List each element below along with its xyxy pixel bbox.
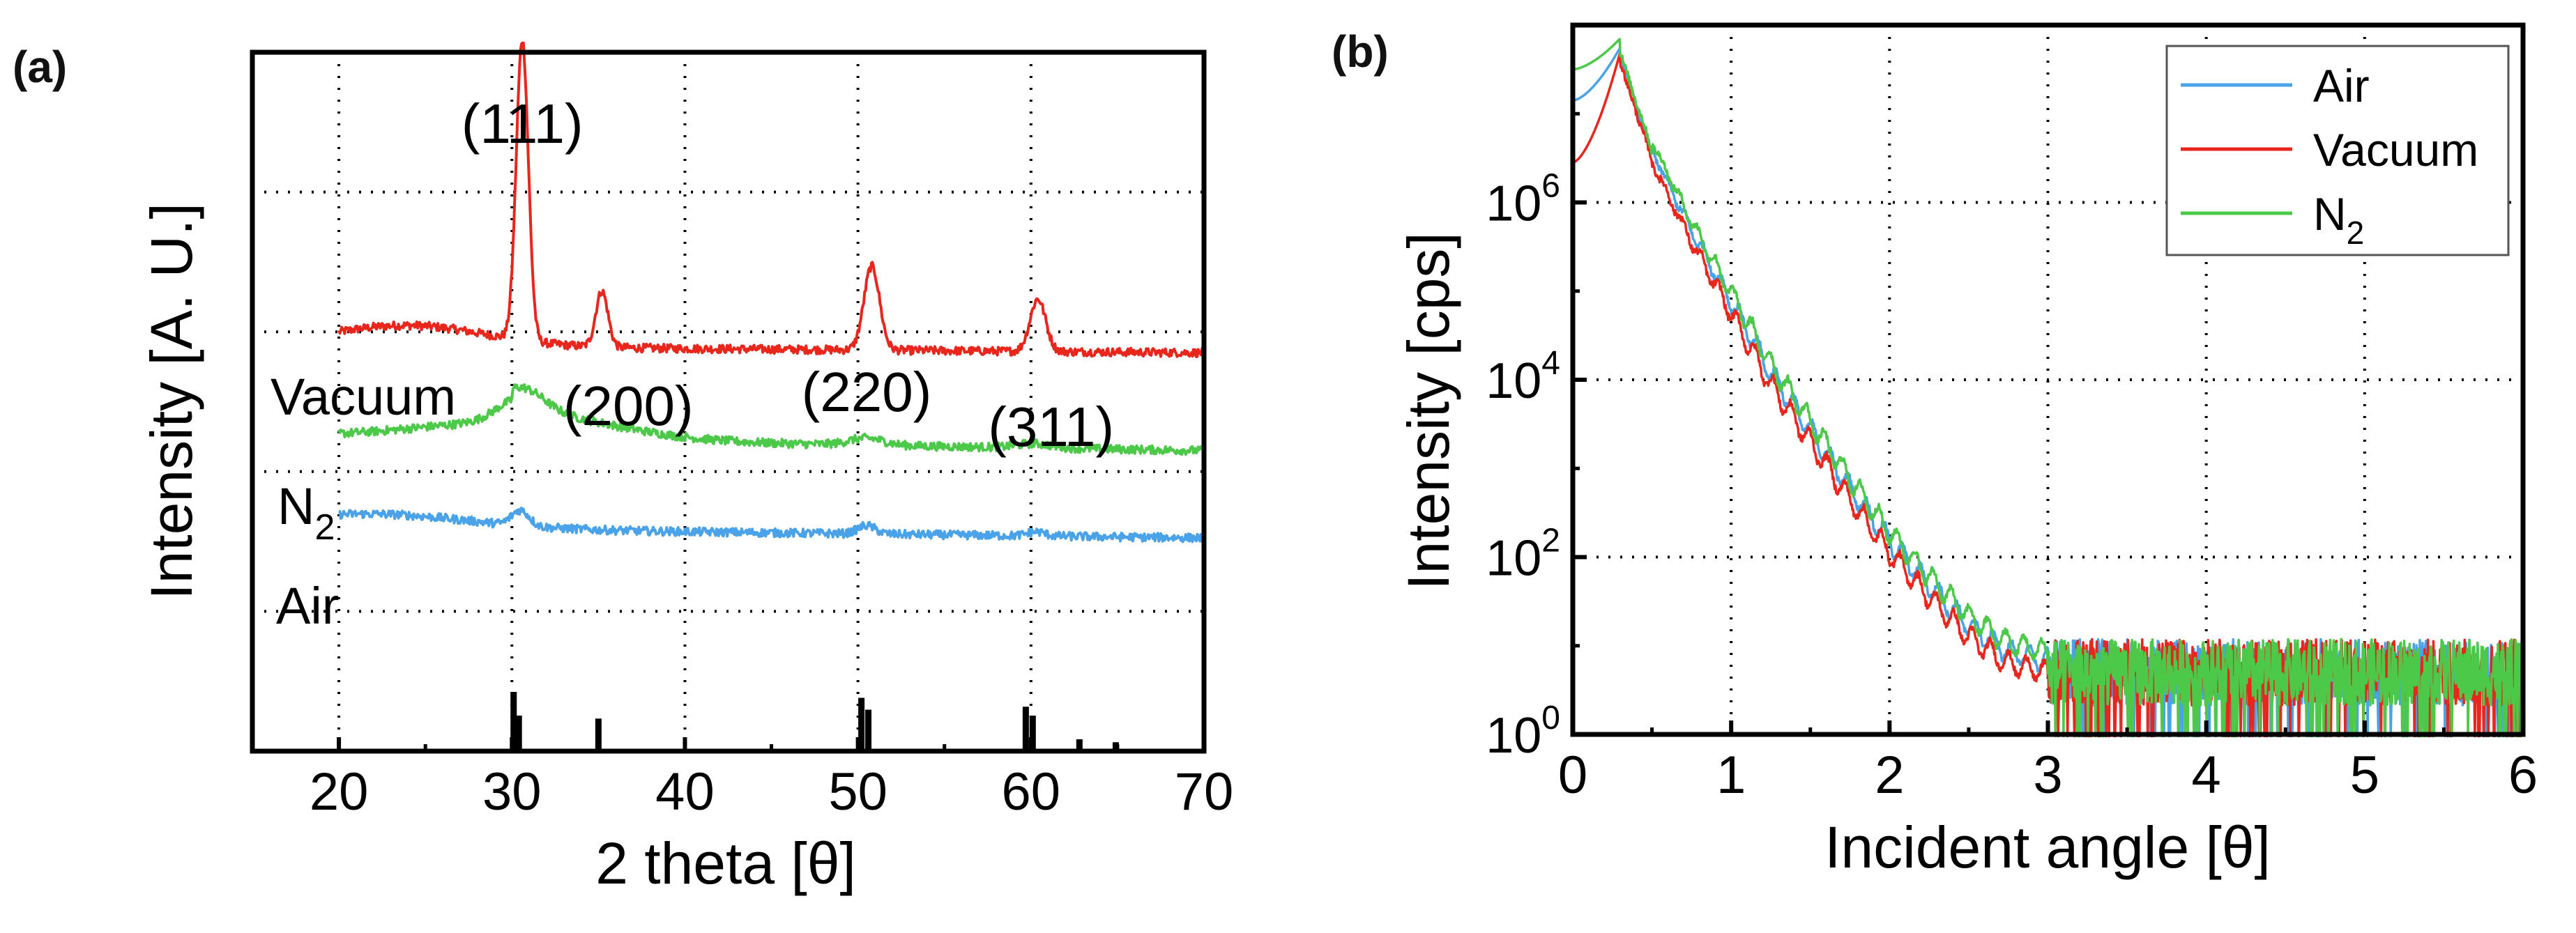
panel-a-x-tick-label: 60 xyxy=(1002,762,1061,822)
y-tick-base: 10 xyxy=(1486,353,1541,409)
panel-a-peak-annotation: (111) xyxy=(462,93,584,155)
legend-label-text: Vacuum xyxy=(2313,124,2478,176)
panel-b-y-tick-label: 106 xyxy=(1486,168,1560,232)
panel-b-legend-label: N2 xyxy=(2313,188,2364,251)
panel-b-legend: Air Vacuum N2 xyxy=(2165,45,2510,256)
series-label-text: Air xyxy=(276,577,339,635)
panel-b-x-tick-label: 1 xyxy=(1716,746,1746,805)
legend-label-text: Air xyxy=(2313,60,2370,111)
panel-b-x-tick-label: 2 xyxy=(1875,746,1904,805)
panel-b-x-tick-label: 6 xyxy=(2508,746,2538,805)
panel-a-series-labels: Vacuum N2 Air xyxy=(270,368,456,635)
panel-a-series-label: Air xyxy=(276,577,339,635)
panel-a-series-line xyxy=(338,507,1205,543)
panel-b-y-tick-label: 100 xyxy=(1486,700,1560,764)
panel-b-x-tick-label: 5 xyxy=(2350,746,2379,805)
panel-b-x-tick-label: 0 xyxy=(1558,746,1587,805)
y-tick-base: 10 xyxy=(1486,708,1541,764)
panel-a-series-label: N2 xyxy=(277,477,335,548)
panel-b-series xyxy=(1572,38,2524,738)
panel-b-y-axis-label: Intensity [cps] xyxy=(1396,232,1461,590)
panel-a-xrd-chart: (a) 20 30 40 50 60 70 (111) (200) (220) (311) Va… xyxy=(13,41,1233,896)
panel-b-label: (b) xyxy=(1332,26,1389,77)
y-tick-exponent: 6 xyxy=(1541,168,1560,205)
panel-a-x-tick-label: 50 xyxy=(828,762,887,822)
panel-a-series-line xyxy=(337,383,1205,456)
panel-b-y-tick-label: 104 xyxy=(1486,345,1560,409)
y-tick-exponent: 0 xyxy=(1541,700,1560,737)
panel-a-x-tick-label: 30 xyxy=(482,762,542,822)
panel-a-series xyxy=(337,41,1205,543)
panel-a-grid xyxy=(252,52,1204,751)
panel-a-x-axis-label: 2 theta [θ] xyxy=(595,831,856,896)
panel-b-x-ticks: 0 1 2 3 4 5 6 xyxy=(1558,720,2538,805)
panel-a-peak-annotation: (200) xyxy=(563,375,694,437)
panel-b-x-tick-label: 3 xyxy=(2033,746,2062,805)
legend-label-text: N xyxy=(2313,188,2347,240)
y-tick-base: 10 xyxy=(1486,531,1541,587)
panel-b-legend-label: Vacuum xyxy=(2313,124,2478,176)
panel-a-peak-annotation: (220) xyxy=(802,361,932,423)
panel-a-series-line xyxy=(337,41,1205,358)
panel-a-label: (a) xyxy=(13,42,67,92)
legend-label-subscript: 2 xyxy=(2347,215,2365,251)
y-tick-base: 10 xyxy=(1486,176,1541,232)
panel-a-x-tick-label: 20 xyxy=(310,762,369,822)
panel-a-peak-annotations: (111) (200) (220) (311) xyxy=(462,93,1114,458)
panel-a-reference-lines xyxy=(510,692,1119,751)
series-label-text: N xyxy=(277,477,314,535)
panel-a-x-ticks: 20 30 40 50 60 70 xyxy=(310,737,1233,822)
panel-b-legend-label: Air xyxy=(2313,60,2370,111)
y-tick-exponent: 4 xyxy=(1541,345,1560,382)
panel-a-frame xyxy=(250,49,1207,754)
panel-a-peak-annotation: (311) xyxy=(988,396,1114,458)
panel-b-series-line xyxy=(1572,38,2524,738)
panel-a-y-axis-label: Intensity [A. U.] xyxy=(139,203,204,600)
y-tick-exponent: 2 xyxy=(1541,523,1560,560)
panel-b-y-tick-label: 102 xyxy=(1486,523,1560,587)
panel-a-series-label: Vacuum xyxy=(270,368,456,426)
panel-a-x-tick-label: 70 xyxy=(1175,762,1234,822)
panel-b-x-axis-label: Incident angle [θ] xyxy=(1824,815,2271,880)
panel-b-x-tick-label: 4 xyxy=(2192,746,2221,805)
series-label-subscript: 2 xyxy=(314,507,335,548)
panel-a-x-tick-label: 40 xyxy=(655,762,715,822)
series-label-text: Vacuum xyxy=(270,368,456,426)
panel-b-grid xyxy=(1573,25,2523,734)
